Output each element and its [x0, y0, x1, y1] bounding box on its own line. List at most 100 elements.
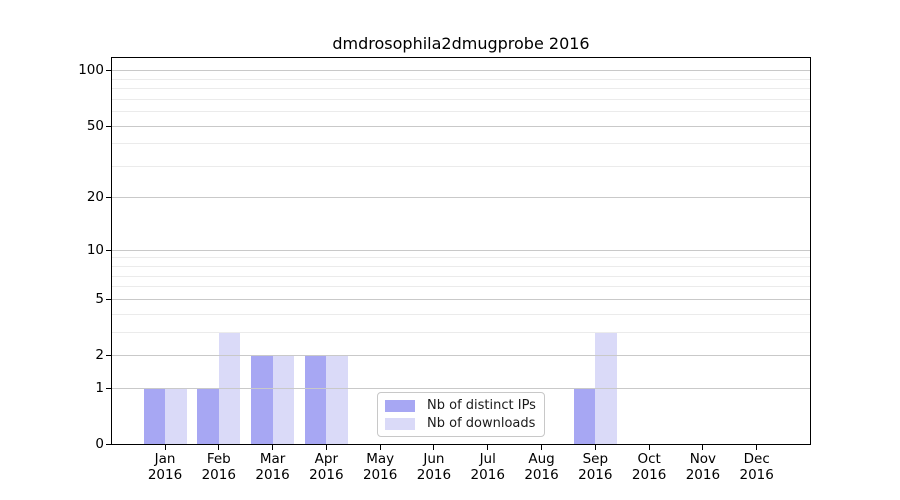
y-axis-tick	[106, 299, 111, 300]
gridline-minor	[112, 79, 810, 80]
gridline-minor	[112, 166, 810, 167]
y-axis-tick-label: 5	[95, 290, 104, 307]
gridline-minor	[112, 276, 810, 277]
legend: Nb of distinct IPs Nb of downloads	[377, 392, 545, 437]
x-axis-tick-label: Dec 2016	[717, 451, 797, 483]
y-axis-tick-label: 0	[95, 436, 104, 452]
x-tick-month: Jan	[154, 451, 176, 467]
x-axis-tick-label: Aug 2016	[502, 451, 582, 483]
x-tick-month: Apr	[314, 451, 339, 467]
bar-distinct-ips	[143, 387, 165, 444]
bar-distinct-ips	[304, 355, 327, 444]
x-axis-tick	[702, 445, 704, 450]
x-axis-tick	[164, 445, 166, 450]
x-tick-year: 2016	[685, 466, 721, 483]
legend-swatch-distinct-ips	[385, 399, 415, 412]
x-axis-tick-label: Nov 2016	[663, 451, 743, 483]
x-tick-month: Feb	[206, 451, 231, 467]
x-axis-tick	[487, 445, 489, 450]
x-axis-tick	[379, 445, 381, 450]
x-axis-tick	[756, 445, 758, 450]
gridline-minor	[112, 314, 810, 315]
plot-spine-left	[111, 57, 112, 445]
gridline-major	[112, 250, 810, 251]
x-axis-tick	[594, 445, 596, 450]
x-axis-tick-label: Mar 2016	[233, 451, 313, 483]
x-tick-month: Jul	[479, 451, 496, 467]
bar-distinct-ips	[251, 355, 273, 444]
x-axis-tick	[433, 445, 435, 450]
x-axis-tick-label: Jul 2016	[448, 451, 528, 483]
plot-spine-bottom	[111, 444, 811, 445]
legend-label: Nb of downloads	[427, 416, 536, 431]
legend-label: Nb of distinct IPs	[427, 398, 536, 413]
bar-downloads	[595, 331, 617, 444]
y-axis-tick	[106, 388, 111, 389]
y-axis-tick	[106, 250, 111, 251]
y-axis-tick-label: 50	[86, 117, 104, 134]
x-tick-month: Jun	[423, 451, 445, 467]
x-tick-year: 2016	[309, 466, 344, 483]
gridline-major	[112, 388, 810, 389]
x-tick-month: Dec	[743, 451, 770, 467]
x-tick-month: Aug	[528, 451, 555, 467]
x-axis-tick-label: Feb 2016	[179, 451, 259, 483]
x-tick-month: Sep	[582, 451, 609, 467]
bar-distinct-ips	[197, 387, 219, 444]
x-axis-tick	[272, 445, 274, 450]
x-tick-year: 2016	[255, 466, 290, 483]
bar-downloads	[218, 331, 241, 444]
y-axis-tick-label: 20	[86, 189, 104, 206]
plot-spine-right	[810, 57, 811, 445]
y-axis-tick	[106, 126, 111, 127]
plot-spine-top	[111, 57, 811, 58]
legend-item: Nb of distinct IPs	[385, 398, 536, 413]
x-tick-year: 2016	[147, 466, 183, 483]
x-axis-tick-label: Apr 2016	[286, 451, 366, 483]
bar-downloads	[165, 387, 187, 444]
x-axis-tick-label: May 2016	[340, 451, 420, 483]
x-tick-month: Oct	[637, 451, 661, 467]
gridline-major	[112, 126, 810, 127]
bar-downloads	[326, 355, 348, 444]
y-axis-tick	[106, 444, 111, 445]
x-tick-month: May	[366, 451, 395, 467]
x-tick-year: 2016	[524, 466, 559, 483]
y-axis-tick-label: 2	[95, 347, 104, 363]
gridline-minor	[112, 266, 810, 267]
x-tick-year: 2016	[631, 466, 667, 483]
y-axis-tick-label: 100	[78, 62, 104, 79]
x-axis-tick-label: Oct 2016	[609, 451, 689, 483]
gridline-minor	[112, 257, 810, 258]
gridline-minor	[112, 286, 810, 287]
x-tick-year: 2016	[470, 466, 505, 483]
x-tick-month: Mar	[259, 451, 286, 467]
x-axis-tick-label: Sep 2016	[555, 451, 635, 483]
x-axis-tick	[218, 445, 220, 450]
x-tick-year: 2016	[416, 466, 452, 483]
gridline-major	[112, 299, 810, 300]
legend-swatch-downloads	[385, 417, 415, 430]
x-axis-tick	[325, 445, 327, 450]
bar-distinct-ips	[573, 387, 596, 444]
gridline-minor	[112, 99, 810, 100]
x-axis-tick	[648, 445, 650, 450]
legend-item: Nb of downloads	[385, 416, 536, 431]
x-tick-month: Nov	[689, 451, 717, 467]
x-tick-year: 2016	[578, 466, 613, 483]
y-axis-tick	[106, 197, 111, 198]
y-axis-tick-label: 1	[95, 379, 104, 396]
x-tick-year: 2016	[201, 466, 236, 483]
x-axis-tick-label: Jan 2016	[125, 451, 205, 483]
bar-downloads	[272, 355, 295, 444]
gridline-minor	[112, 111, 810, 112]
gridline-minor	[112, 88, 810, 89]
gridline-minor	[112, 143, 810, 144]
y-axis-tick	[106, 70, 111, 71]
y-axis-tick	[106, 355, 111, 356]
gridline-major	[112, 70, 810, 71]
gridline-major	[112, 197, 810, 198]
gridline-major	[112, 355, 810, 356]
gridline-minor	[112, 332, 810, 333]
